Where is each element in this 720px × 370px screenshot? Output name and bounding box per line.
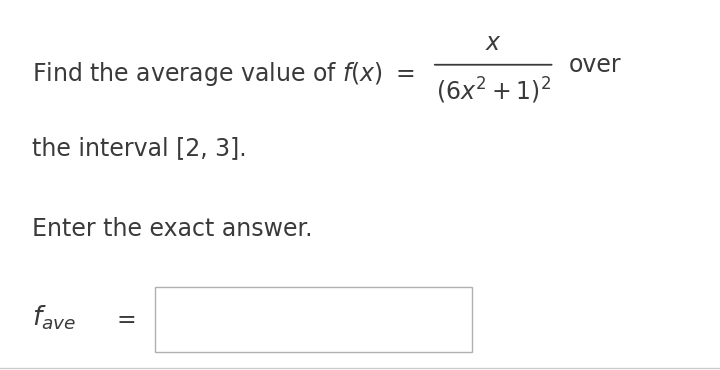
Text: $=$: $=$ — [112, 306, 135, 330]
Text: Enter the exact answer.: Enter the exact answer. — [32, 218, 313, 241]
Text: $x$: $x$ — [485, 31, 502, 54]
Text: $f_{\mathregular{ave}}$: $f_{\mathregular{ave}}$ — [32, 304, 76, 333]
FancyBboxPatch shape — [155, 287, 472, 352]
Text: the interval [2, 3].: the interval [2, 3]. — [32, 136, 247, 160]
Text: Find the average value of $f(x)\ =$: Find the average value of $f(x)\ =$ — [32, 60, 415, 88]
Text: over: over — [569, 53, 621, 77]
Text: $(6x^2 + 1)^2$: $(6x^2 + 1)^2$ — [436, 75, 551, 106]
